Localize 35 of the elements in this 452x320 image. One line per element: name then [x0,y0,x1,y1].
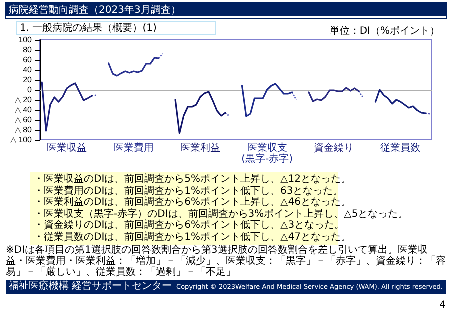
text: 医業費用 [114,142,154,154]
y-tick-label: 0 [28,86,33,94]
y-tick-label: 20 [23,76,33,84]
text: 4 [440,300,446,311]
line-series [41,82,93,132]
text: ・従業員数のDIは、前回調査から1%ポイント低下し、△47となった。 [34,232,351,243]
y-tick-label: △ 40 [14,106,33,114]
text: ・医業収益のDIは、前回調査から5%ポイント上昇し、△12となった。 [34,174,351,186]
series-label: 医業収益 [47,142,88,154]
y-tick-label: △ 20 [14,96,33,104]
y-tick-label: △ 100 [10,136,33,144]
y-tick-label: 60 [23,56,33,64]
text: 従業員数 [380,142,421,154]
line-series [308,87,360,102]
text: 福祉医療機構 経営サポートセンター [9,280,172,294]
text: ※DIは各項目の第1選択肢の回答数割合から第3選択肢の回答数割合を差し引いて算出。医業収益・医業費用・医業利益：「増加」－「減少」、医業収支：「黒字」－「赤字」、資金繰り：「容易」－「厳しい」、従業員数：「過剰」－「不足」 [6,245,446,278]
line-series [174,91,226,134]
text: 医業収支 (黒字-赤字) [242,142,294,165]
text: ・医業収支（黒字-赤字）のDIは、前回調査から3%ポイント上昇し、△5となった。 [34,208,408,220]
y-tick-label: △ 80 [14,126,33,134]
y-tick-label: 40 [23,66,33,74]
text: ・医業費用のDIは、前回調査から1%ポイント低下し、63となった。 [34,186,344,196]
text: ・医業利益のDIは、前回調査から6%ポイント上昇し、△46となった。 [34,197,351,208]
y-tick-label: 80 [23,46,33,54]
line-series [374,89,427,114]
line-series [108,57,160,77]
y-tick-label: 100 [18,36,33,44]
y-tick-label: △ 60 [14,116,33,124]
series-label: 医業利益 [180,142,221,154]
text: 資金繰り [314,142,354,154]
y-axis-title: 単位：DI（%ポイント） [330,25,440,38]
text: ・資金繰りのDIは、前回調査から6%ポイント低下し、△3となった。 [34,220,345,232]
chart-subtitle: 1. 一般病院の結果（概要）(1) [16,21,216,35]
chart-title: 病院経営動向調査（2023年3月調査） [6,3,446,18]
line-series [241,83,294,118]
